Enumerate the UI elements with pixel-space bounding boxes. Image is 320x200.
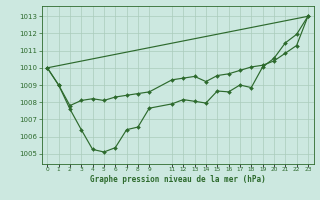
X-axis label: Graphe pression niveau de la mer (hPa): Graphe pression niveau de la mer (hPa) bbox=[90, 175, 266, 184]
